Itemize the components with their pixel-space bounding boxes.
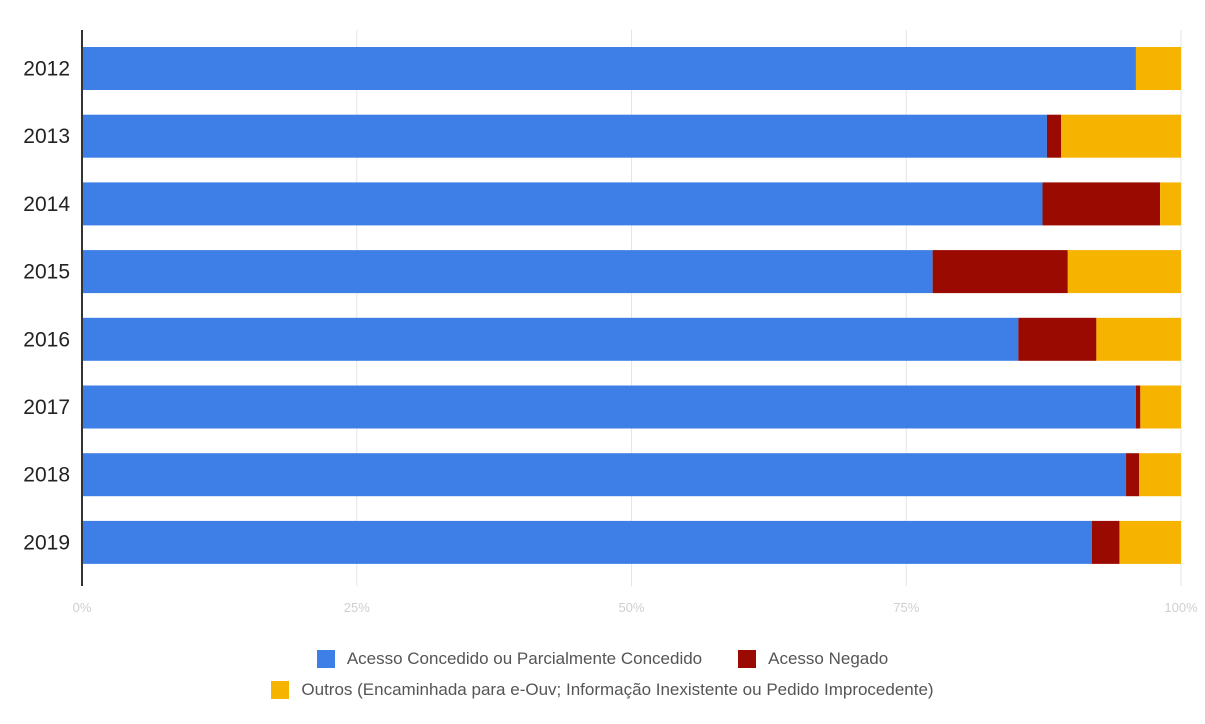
bar-2019-negado bbox=[1091, 520, 1120, 564]
bar-2016-concedido bbox=[82, 317, 1019, 361]
bar-2017-concedido bbox=[82, 385, 1136, 429]
legend-row-1: Acesso Concedido ou Parcialmente Concedi… bbox=[0, 649, 1205, 669]
bar-2017-outros bbox=[1140, 385, 1181, 429]
x-tick-label-25pct: 25% bbox=[344, 600, 370, 615]
bar-2016-negado bbox=[1018, 317, 1097, 361]
y-label-2017: 2017 bbox=[23, 396, 70, 419]
legend-row-2: Outros (Encaminhada para e-Ouv; Informaç… bbox=[0, 680, 1205, 700]
legend-label-concedido: Acesso Concedido ou Parcialmente Concedi… bbox=[346, 649, 703, 668]
legend-item-outros: Outros (Encaminhada para e-Ouv; Informaç… bbox=[271, 680, 934, 700]
bar-2018-outros bbox=[1139, 453, 1181, 497]
y-label-2012: 2012 bbox=[23, 58, 70, 81]
gridlines bbox=[356, 30, 1182, 586]
legend-item-concedido: Acesso Concedido ou Parcialmente Concedi… bbox=[316, 649, 703, 669]
bar-2014-outros bbox=[1160, 182, 1181, 226]
legend-swatch-concedido bbox=[316, 650, 335, 668]
y-label-2013: 2013 bbox=[23, 125, 70, 148]
x-tick-label-0pct: 0% bbox=[73, 600, 92, 615]
y-axis-labels: 2012 2013 2014 2015 2016 2017 2018 2019 bbox=[23, 58, 70, 555]
bar-2013-outros bbox=[1061, 114, 1181, 158]
x-tick-label-75pct: 75% bbox=[893, 600, 919, 615]
y-label-2018: 2018 bbox=[23, 464, 70, 487]
bar-2019-outros bbox=[1119, 520, 1181, 564]
bar-2012-concedido bbox=[82, 47, 1136, 90]
bar-2016-outros bbox=[1096, 317, 1181, 361]
bar-2015-outros bbox=[1067, 250, 1181, 294]
bar-2015-negado bbox=[932, 250, 1068, 294]
bars bbox=[82, 47, 1181, 564]
legend-label-outros: Outros (Encaminhada para e-Ouv; Informaç… bbox=[301, 680, 934, 699]
legend-swatch-outros bbox=[271, 681, 290, 699]
legend-label-negado: Acesso Negado bbox=[768, 649, 889, 668]
x-tick-label-50pct: 50% bbox=[618, 600, 644, 615]
y-label-2019: 2019 bbox=[23, 531, 70, 554]
bar-2014-negado bbox=[1042, 182, 1161, 226]
legend-item-negado: Acesso Negado bbox=[738, 649, 888, 669]
bar-2017-negado bbox=[1135, 385, 1141, 429]
bar-2014-concedido bbox=[82, 182, 1043, 226]
bar-2018-concedido bbox=[82, 453, 1127, 497]
y-label-2015: 2015 bbox=[23, 261, 70, 284]
bar-2015-concedido bbox=[82, 250, 933, 294]
bar-2013-negado bbox=[1046, 114, 1062, 158]
y-label-2014: 2014 bbox=[23, 193, 70, 216]
y-label-2016: 2016 bbox=[23, 328, 70, 351]
bar-2012-outros bbox=[1135, 47, 1181, 90]
bar-2013-concedido bbox=[82, 114, 1047, 158]
x-axis-tick-labels: 0% 25% 50% 75% 100% bbox=[73, 600, 1198, 615]
bar-2018-negado bbox=[1126, 453, 1140, 497]
x-tick-label-100pct: 100% bbox=[1164, 600, 1198, 615]
bar-2019-concedido bbox=[82, 520, 1092, 564]
legend-swatch-negado bbox=[738, 650, 757, 668]
